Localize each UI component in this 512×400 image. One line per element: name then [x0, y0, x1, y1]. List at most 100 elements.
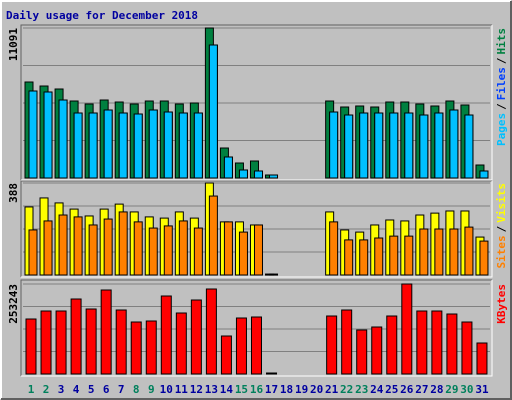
x-tick-label: 23 — [355, 383, 368, 396]
bar — [359, 112, 369, 179]
panel-bevel-light — [21, 181, 493, 278]
bar — [28, 229, 38, 276]
bar — [389, 112, 399, 179]
legend-separator: / — [495, 57, 508, 64]
y-tick-label: 253243 — [7, 284, 20, 324]
bar — [238, 169, 248, 179]
bar — [344, 114, 354, 179]
bar — [55, 310, 67, 375]
legend-separator: / — [495, 103, 508, 110]
bar — [341, 309, 353, 375]
bar — [235, 317, 247, 375]
bar — [374, 237, 384, 276]
x-tick-label: 10 — [160, 383, 173, 396]
y-tick-label: 11091 — [7, 28, 20, 61]
bar — [404, 235, 414, 276]
bar — [404, 112, 414, 179]
bar — [88, 112, 98, 179]
bar — [431, 310, 443, 375]
bar — [133, 221, 143, 276]
bar — [359, 239, 369, 276]
x-tick-label: 2 — [43, 383, 50, 396]
bar — [344, 239, 354, 276]
bar — [103, 109, 113, 179]
legend-entry: Visits — [495, 183, 508, 223]
y-tick-label: 388 — [7, 183, 20, 203]
bar — [73, 112, 83, 179]
bar — [220, 335, 232, 375]
bar — [118, 211, 128, 276]
bar — [371, 326, 383, 375]
bar — [208, 195, 218, 276]
bar — [193, 227, 203, 276]
bar — [193, 112, 203, 179]
legend-entry: Pages — [495, 113, 508, 146]
bar — [100, 289, 112, 375]
bar — [208, 44, 218, 179]
x-tick-label: 14 — [220, 383, 234, 396]
panel-bevel-light — [21, 280, 493, 377]
bar — [356, 329, 368, 375]
bar — [85, 308, 97, 375]
x-tick-label: 15 — [235, 383, 248, 396]
x-tick-label: 17 — [265, 383, 278, 396]
x-tick-label: 21 — [325, 383, 339, 396]
x-tick-label: 24 — [370, 383, 384, 396]
bar — [389, 235, 399, 276]
x-tick-label: 4 — [73, 383, 80, 396]
bar — [58, 214, 68, 276]
x-tick-label: 29 — [445, 383, 458, 396]
bar — [28, 90, 38, 179]
bar — [449, 228, 459, 276]
bar — [43, 91, 53, 179]
x-tick-label: 6 — [103, 383, 110, 396]
bar — [419, 114, 429, 179]
bar — [223, 156, 233, 179]
bar — [386, 315, 398, 375]
bar — [115, 309, 127, 375]
panel-bevel-dark — [20, 180, 492, 277]
bar — [329, 111, 339, 179]
bar — [434, 228, 444, 276]
bar — [419, 228, 429, 276]
bar — [118, 112, 128, 179]
bar — [434, 112, 444, 179]
chart-title: Daily usage for December 2018 — [6, 9, 198, 22]
bar — [178, 112, 188, 179]
bar — [416, 310, 428, 375]
bar — [269, 174, 279, 179]
x-tick-label: 11 — [175, 383, 189, 396]
legend-entry: Sites — [495, 235, 508, 268]
panel-bevel-dark — [20, 279, 492, 376]
x-tick-label: 28 — [430, 383, 443, 396]
legend: Sites / Visits — [495, 183, 508, 269]
x-tick-label: 13 — [205, 383, 218, 396]
bar — [476, 342, 488, 375]
x-tick-label: 1 — [28, 383, 35, 396]
bar — [43, 220, 53, 276]
x-tick-label: 25 — [385, 383, 398, 396]
bar — [223, 221, 233, 276]
bar — [160, 295, 172, 375]
bar — [464, 114, 474, 179]
bar — [73, 216, 83, 276]
x-tick-label: 3 — [58, 383, 65, 396]
legend-entry: KBytes — [495, 284, 508, 324]
bar — [40, 310, 52, 375]
panel-bevel-light — [21, 25, 493, 181]
bar — [133, 113, 143, 179]
bar — [190, 299, 202, 375]
x-tick-label: 19 — [295, 383, 308, 396]
x-tick-label: 5 — [88, 383, 95, 396]
x-tick-label: 22 — [340, 383, 353, 396]
bar — [266, 372, 278, 375]
legend-separator: / — [495, 225, 508, 232]
bar — [479, 240, 489, 276]
bar — [163, 111, 173, 179]
x-tick-label: 7 — [118, 383, 125, 396]
bar — [145, 320, 157, 375]
legend-entry: Files — [495, 67, 508, 100]
